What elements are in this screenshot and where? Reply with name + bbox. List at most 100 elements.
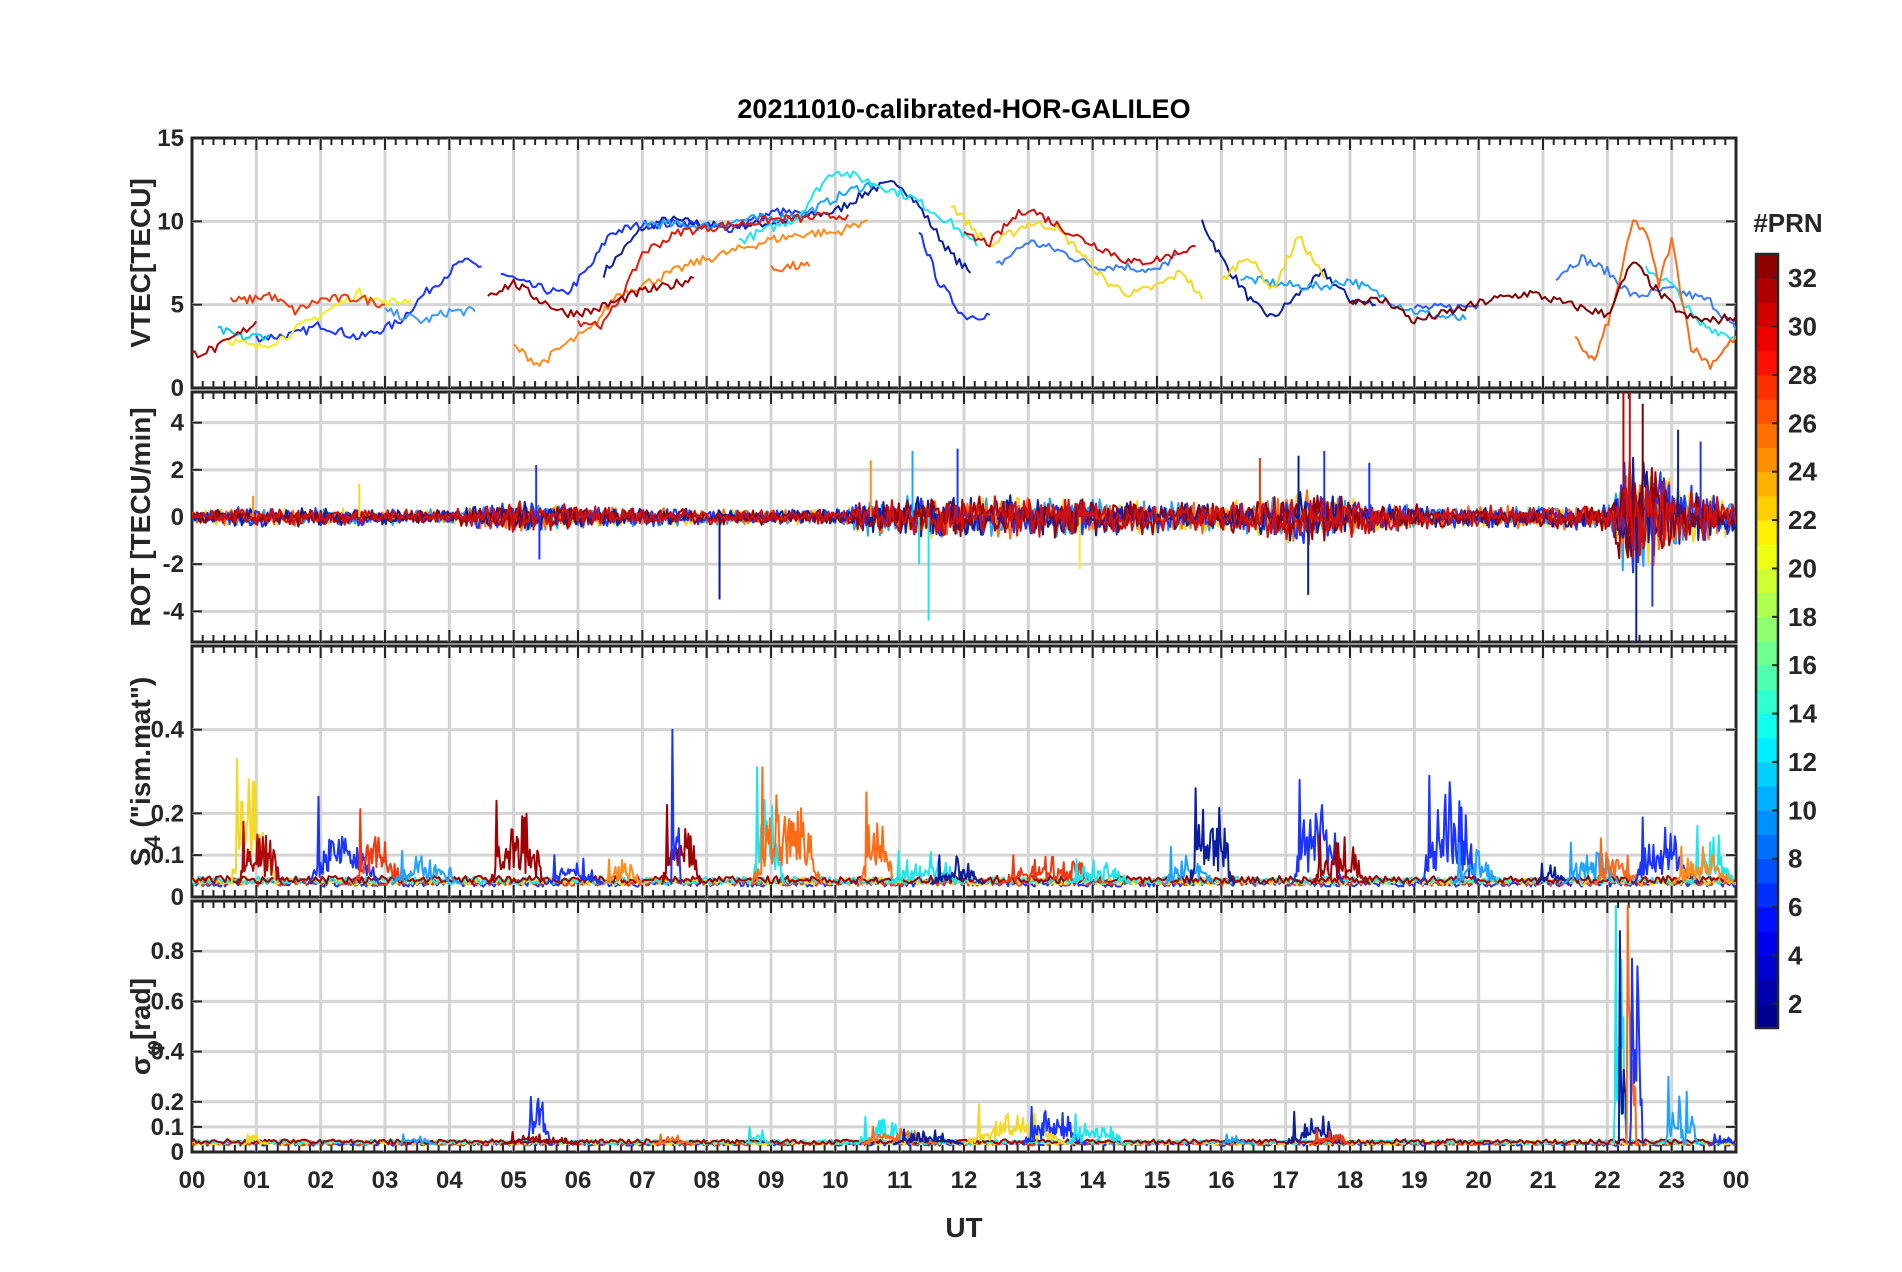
x-tick-label: 06 <box>565 1167 592 1194</box>
burst-series-line <box>1628 957 1644 1145</box>
colorbar-segment <box>1756 471 1778 497</box>
x-tick-label: 22 <box>1594 1167 1621 1194</box>
burst-series-line <box>236 820 284 885</box>
burst-series-line <box>860 791 895 885</box>
colorbar-segment <box>1756 374 1778 400</box>
colorbar-segment <box>1756 858 1778 884</box>
y-axis-label: ROT [TECU/min] <box>125 407 156 626</box>
colorbar-tick-label: 10 <box>1788 795 1817 825</box>
y-tick-label: 0.2 <box>151 800 184 827</box>
x-tick-label: 17 <box>1272 1167 1299 1194</box>
colorbar-segment <box>1756 423 1778 448</box>
y-tick-label: 0.8 <box>151 938 184 965</box>
x-tick-label: 00 <box>179 1167 206 1194</box>
vtec-series-line <box>641 181 875 231</box>
y-tick-label: 0 <box>171 884 184 911</box>
burst-series-line <box>1310 833 1371 885</box>
colorbar-frame <box>1754 252 1780 1030</box>
burst-series-line <box>670 728 682 885</box>
colorbar-segment <box>1756 907 1778 932</box>
colorbar-segment <box>1756 761 1778 787</box>
y-tick-label: 5 <box>171 292 184 319</box>
vtec-series-line <box>995 239 1177 274</box>
burst-series-line <box>750 766 824 886</box>
rot-series-line <box>192 460 1736 558</box>
colorbar-tick-label: 30 <box>1788 312 1817 342</box>
x-tick-label: 01 <box>243 1167 270 1194</box>
y-tick-label: -2 <box>163 551 184 578</box>
vtec-series-line <box>229 291 386 316</box>
vtec-series-line <box>1201 219 1376 318</box>
y-tick-label: 0.6 <box>151 988 184 1015</box>
colorbar-tick-label: 8 <box>1788 844 1802 874</box>
burst-series-line <box>995 854 1113 886</box>
burst-series-line <box>603 858 644 886</box>
y-axis-label: VTEC[TECU] <box>125 178 156 348</box>
burst-series-line <box>931 854 984 886</box>
vtec-series-line <box>951 205 1203 301</box>
colorbar-segment <box>1756 810 1778 835</box>
x-tick-label: 16 <box>1208 1167 1235 1194</box>
x-tick-label: 18 <box>1337 1167 1364 1194</box>
panel-3: 0 0.1 0.2 0.4S4 ("ism.mat") <box>125 644 1738 911</box>
burst-series-line <box>525 1095 554 1146</box>
x-tick-label: 03 <box>372 1167 399 1194</box>
vtec-series-line <box>192 320 258 359</box>
x-tick-label: 23 <box>1658 1167 1685 1194</box>
colorbar-segment <box>1756 616 1778 642</box>
x-tick-label: 15 <box>1144 1167 1171 1194</box>
y-tick-label: 15 <box>157 125 184 152</box>
burst-series-line <box>1220 1133 1255 1146</box>
colorbar-segment <box>1756 350 1778 376</box>
colorbar-tick-label: 16 <box>1788 650 1817 680</box>
x-tick-label: 11 <box>887 1167 912 1194</box>
vtec-series-line <box>1555 253 1736 331</box>
colorbar-segment <box>1756 447 1778 473</box>
vtec-series-line <box>770 260 811 273</box>
colorbar-segment <box>1756 520 1778 545</box>
y-axis-label: σφ[rad] <box>125 978 165 1075</box>
vtec-series-line <box>513 218 869 367</box>
burst-series-line <box>654 1133 695 1146</box>
colorbar-segment <box>1756 1003 1778 1029</box>
colorbar-segment <box>1756 278 1778 303</box>
burst-series-line <box>352 808 405 886</box>
vtec-series-line <box>1349 261 1736 325</box>
vtec-series-line <box>963 208 1196 266</box>
burst-series-line <box>545 854 605 886</box>
burst-series-line <box>1709 1133 1736 1146</box>
x-tick-label: 04 <box>436 1167 463 1194</box>
colorbar-segment <box>1756 882 1778 908</box>
y-tick-label: 10 <box>157 208 184 235</box>
x-tick-label: 12 <box>951 1167 978 1194</box>
vtec-series-line <box>738 170 978 247</box>
colorbar-segment <box>1756 641 1778 666</box>
x-tick-label: 08 <box>693 1167 720 1194</box>
burst-series-line <box>243 1133 270 1146</box>
burst-series-line <box>660 804 702 886</box>
vtec-series-line <box>1220 235 1326 290</box>
burst-series-line <box>1291 778 1345 885</box>
x-tick-label: 05 <box>500 1167 527 1194</box>
vtec-series-line <box>1240 275 1467 322</box>
y-tick-label: 0.1 <box>151 1114 184 1141</box>
colorbar-tick-label: 20 <box>1788 553 1817 583</box>
burst-series-line <box>1452 841 1499 886</box>
colorbar-segment <box>1756 302 1778 328</box>
burst-series-line <box>487 799 547 886</box>
x-tick-label: 00 <box>1723 1167 1750 1194</box>
burst-series-line <box>306 795 380 885</box>
colorbar-segment <box>1756 786 1778 811</box>
colorbar-tick-label: 24 <box>1788 457 1817 487</box>
burst-series-line <box>1066 858 1132 886</box>
x-tick-label: 21 <box>1530 1167 1557 1194</box>
chart-title: 20211010-calibrated-HOR-GALILEO <box>737 94 1190 124</box>
burst-series-line <box>1683 1090 1699 1145</box>
colorbar-tick-label: 26 <box>1788 408 1817 438</box>
y-tick-label: 2 <box>171 457 184 484</box>
y-tick-label: -4 <box>163 598 185 625</box>
